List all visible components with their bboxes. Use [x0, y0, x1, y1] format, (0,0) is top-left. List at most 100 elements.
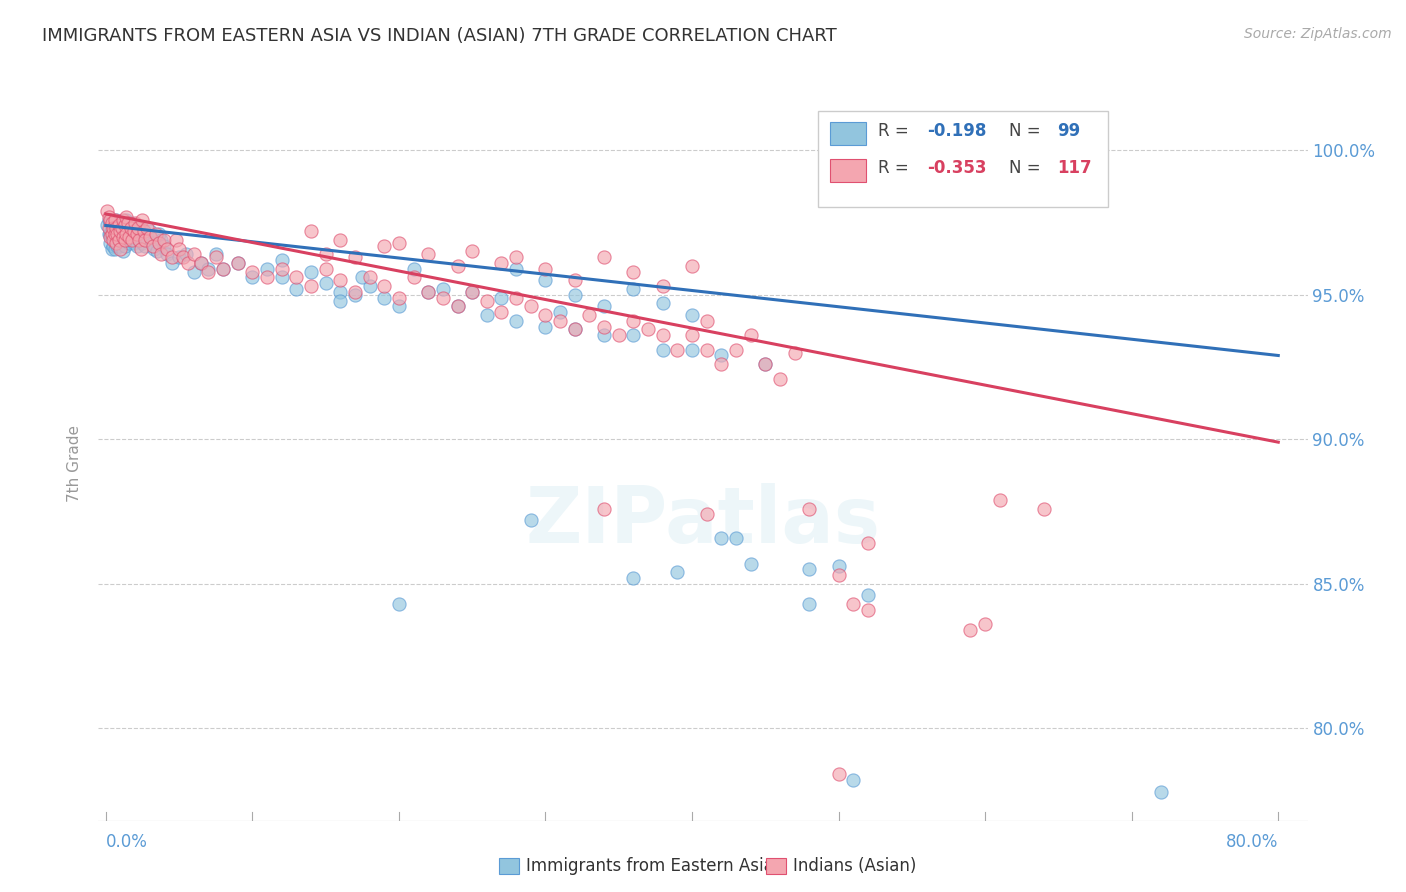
Point: [114, 233, 136, 247]
Point: [145, 227, 167, 242]
Point: [143, 242, 166, 256]
Point: [799, 501, 821, 516]
Point: [127, 221, 149, 235]
Point: [534, 308, 557, 322]
Point: [564, 322, 586, 336]
Point: [256, 261, 278, 276]
Point: [124, 224, 146, 238]
Point: [388, 235, 411, 250]
Point: [125, 238, 148, 252]
Point: [114, 221, 136, 235]
Point: [329, 273, 352, 287]
Point: [124, 216, 146, 230]
Point: [101, 219, 124, 233]
Point: [108, 219, 131, 233]
Point: [100, 242, 122, 256]
Point: [315, 261, 337, 276]
Point: [103, 227, 125, 242]
Point: [142, 238, 165, 252]
Point: [285, 270, 308, 285]
Point: [212, 261, 235, 276]
Point: [373, 279, 395, 293]
Point: [98, 235, 121, 250]
Point: [128, 233, 150, 247]
Point: [740, 557, 762, 571]
Point: [724, 531, 747, 545]
Point: [125, 227, 148, 242]
Point: [100, 224, 122, 238]
Point: [593, 299, 616, 313]
Point: [107, 227, 129, 242]
Point: [111, 221, 134, 235]
Point: [105, 221, 128, 235]
Point: [177, 256, 200, 270]
Point: [651, 328, 673, 343]
Point: [128, 233, 150, 247]
Point: [827, 767, 849, 781]
Point: [135, 221, 157, 235]
Point: [110, 242, 132, 256]
Point: [418, 285, 440, 299]
Point: [666, 565, 689, 579]
Point: [197, 261, 219, 276]
Point: [240, 270, 263, 285]
Point: [651, 296, 673, 310]
Point: [100, 227, 122, 242]
Point: [148, 235, 170, 250]
Point: [167, 242, 190, 256]
Point: [475, 293, 498, 308]
Point: [432, 291, 454, 305]
Point: [418, 285, 440, 299]
Point: [107, 224, 129, 238]
Point: [373, 238, 395, 252]
Point: [212, 261, 235, 276]
Text: Indians (Asian): Indians (Asian): [793, 857, 917, 875]
Point: [564, 288, 586, 302]
Point: [117, 233, 139, 247]
Point: [112, 233, 135, 247]
Point: [103, 242, 125, 256]
Point: [270, 270, 292, 285]
Point: [696, 314, 718, 328]
Point: [696, 343, 718, 357]
Point: [388, 597, 411, 611]
Point: [160, 250, 183, 264]
Point: [491, 305, 513, 319]
Point: [172, 250, 194, 264]
Point: [150, 247, 173, 261]
Point: [373, 291, 395, 305]
Point: [681, 308, 703, 322]
Point: [142, 235, 165, 250]
Point: [842, 773, 865, 788]
Point: [96, 204, 118, 219]
Point: [122, 235, 145, 250]
Point: [138, 230, 160, 244]
Point: [593, 501, 616, 516]
Point: [167, 250, 190, 264]
Point: [446, 299, 468, 313]
Point: [100, 216, 122, 230]
Point: [343, 285, 366, 299]
Point: [117, 216, 139, 230]
Point: [132, 227, 155, 242]
Text: IMMIGRANTS FROM EASTERN ASIA VS INDIAN (ASIAN) 7TH GRADE CORRELATION CHART: IMMIGRANTS FROM EASTERN ASIA VS INDIAN (…: [42, 27, 837, 45]
Point: [827, 568, 849, 582]
Point: [97, 227, 120, 242]
Point: [112, 230, 135, 244]
Point: [110, 233, 132, 247]
Point: [98, 230, 121, 244]
Point: [115, 227, 138, 242]
Point: [607, 328, 630, 343]
Point: [285, 282, 308, 296]
Text: Immigrants from Eastern Asia: Immigrants from Eastern Asia: [526, 857, 773, 875]
Point: [461, 285, 484, 299]
Point: [204, 247, 226, 261]
Point: [105, 230, 128, 244]
Point: [651, 343, 673, 357]
Point: [97, 210, 120, 224]
Point: [740, 328, 762, 343]
Point: [134, 233, 156, 247]
Point: [122, 224, 145, 238]
Point: [256, 270, 278, 285]
Point: [112, 244, 135, 259]
